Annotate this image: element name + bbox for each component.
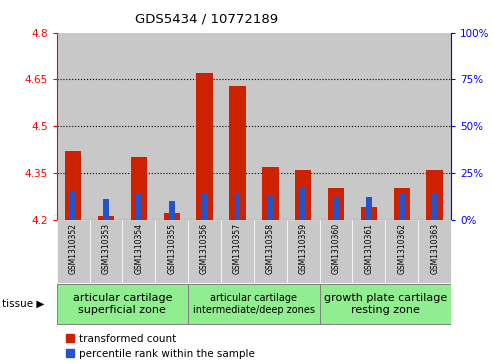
Bar [131, 157, 147, 220]
Text: GSM1310355: GSM1310355 [167, 223, 176, 274]
FancyBboxPatch shape [188, 220, 221, 283]
Text: GDS5434 / 10772189: GDS5434 / 10772189 [136, 13, 279, 26]
Bar [287, 33, 319, 220]
FancyBboxPatch shape [418, 220, 451, 283]
Text: GSM1310363: GSM1310363 [430, 223, 439, 274]
Bar [155, 33, 188, 220]
Bar [57, 33, 90, 220]
Text: GSM1310359: GSM1310359 [299, 223, 308, 274]
FancyBboxPatch shape [386, 220, 418, 283]
Text: GSM1310358: GSM1310358 [266, 223, 275, 274]
Text: articular cartilage
superficial zone: articular cartilage superficial zone [72, 293, 172, 315]
Bar [164, 213, 180, 220]
Bar [122, 33, 155, 220]
FancyBboxPatch shape [90, 220, 122, 283]
Bar [399, 193, 405, 220]
Text: GSM1310352: GSM1310352 [69, 223, 77, 274]
Text: tissue ▶: tissue ▶ [2, 299, 45, 309]
Legend: transformed count, percentile rank within the sample: transformed count, percentile rank withi… [62, 330, 259, 363]
Bar [90, 33, 122, 220]
Bar [328, 188, 344, 220]
Bar [361, 207, 377, 220]
Bar [386, 33, 418, 220]
Bar [319, 33, 352, 220]
FancyBboxPatch shape [319, 220, 352, 283]
FancyBboxPatch shape [352, 220, 386, 283]
FancyBboxPatch shape [57, 220, 90, 283]
Bar [267, 195, 273, 220]
Bar [393, 188, 410, 220]
Bar [366, 197, 372, 220]
Text: growth plate cartilage
resting zone: growth plate cartilage resting zone [324, 293, 447, 315]
Bar [136, 193, 142, 220]
Bar [65, 151, 81, 220]
Text: GSM1310362: GSM1310362 [397, 223, 406, 274]
Bar [262, 167, 279, 220]
Bar [229, 86, 246, 220]
FancyBboxPatch shape [221, 220, 254, 283]
Bar [235, 193, 241, 220]
Bar [426, 170, 443, 220]
FancyBboxPatch shape [188, 284, 319, 324]
FancyBboxPatch shape [155, 220, 188, 283]
Text: GSM1310357: GSM1310357 [233, 223, 242, 274]
FancyBboxPatch shape [57, 284, 188, 324]
Bar [418, 33, 451, 220]
Bar [254, 33, 287, 220]
Text: GSM1310353: GSM1310353 [102, 223, 110, 274]
Bar [202, 193, 208, 220]
Bar [432, 193, 438, 220]
Text: articular cartilage
intermediate/deep zones: articular cartilage intermediate/deep zo… [193, 293, 315, 315]
FancyBboxPatch shape [122, 220, 155, 283]
Bar [188, 33, 221, 220]
FancyBboxPatch shape [254, 220, 287, 283]
FancyBboxPatch shape [287, 220, 319, 283]
Text: GSM1310356: GSM1310356 [200, 223, 209, 274]
FancyBboxPatch shape [319, 284, 451, 324]
Bar [98, 216, 114, 220]
Bar [333, 197, 339, 220]
Bar [221, 33, 254, 220]
Bar [169, 201, 175, 220]
Bar [196, 73, 213, 220]
Bar [70, 192, 76, 220]
Text: GSM1310360: GSM1310360 [332, 223, 341, 274]
Bar [300, 188, 306, 220]
Bar [295, 170, 312, 220]
Bar [352, 33, 386, 220]
Bar [103, 199, 109, 220]
Text: GSM1310361: GSM1310361 [364, 223, 373, 274]
Text: GSM1310354: GSM1310354 [135, 223, 143, 274]
